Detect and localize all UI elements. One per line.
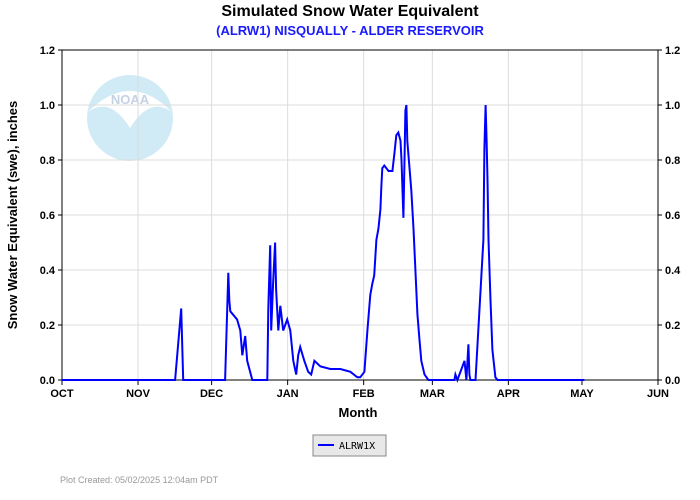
y-axis-label: Snow Water Equivalent (swe), inches [5,101,20,330]
x-tick-label: MAR [420,388,445,400]
y-tick-label-right: 0.8 [665,155,680,167]
noaa-logo: NOAA [87,75,173,161]
y-tick-label-right: 0.4 [665,265,681,277]
x-tick-label: APR [497,388,520,400]
x-tick-label: OCT [50,388,74,400]
y-tick-label-left: 1.2 [40,45,55,57]
x-tick-label: MAY [570,388,594,400]
x-tick-label: JUN [647,388,669,400]
svg-text:NOAA: NOAA [111,92,150,107]
y-tick-label-right: 0.2 [665,320,680,332]
y-tick-label-left: 0.6 [40,210,55,222]
y-tick-label-left: 0.4 [40,265,56,277]
chart-title: Simulated Snow Water Equivalent [221,3,479,20]
x-axis-label: Month [339,405,378,420]
x-tick-label: FEB [353,388,375,400]
plot-frame [61,49,659,381]
y-tick-label-right: 0.0 [665,375,680,387]
chart-subtitle: (ALRW1) NISQUALLY - ALDER RESERVOIR [216,23,484,38]
y-tick-label-left: 0.0 [40,375,55,387]
series-line-ALRW1X [62,104,585,383]
x-tick-label: JAN [277,388,299,400]
x-tick-label: NOV [126,388,151,400]
plot-created-footer: Plot Created: 05/02/2025 12:04am PDT [60,475,219,485]
y-tick-label-left: 0.8 [40,155,55,167]
y-tick-label-right: 0.6 [665,210,680,222]
x-tick-label: DEC [200,388,223,400]
y-tick-label-left: 1.0 [40,100,55,112]
legend-label: ALRW1X [339,441,375,452]
y-tick-label-right: 1.0 [665,100,680,112]
y-tick-label-left: 0.2 [40,320,55,332]
legend: ALRW1X [312,434,387,457]
y-tick-label-right: 1.2 [665,45,680,57]
